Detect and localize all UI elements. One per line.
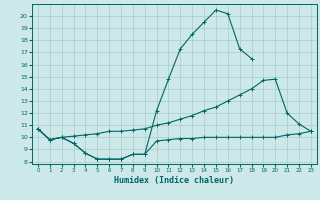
X-axis label: Humidex (Indice chaleur): Humidex (Indice chaleur): [115, 176, 234, 185]
